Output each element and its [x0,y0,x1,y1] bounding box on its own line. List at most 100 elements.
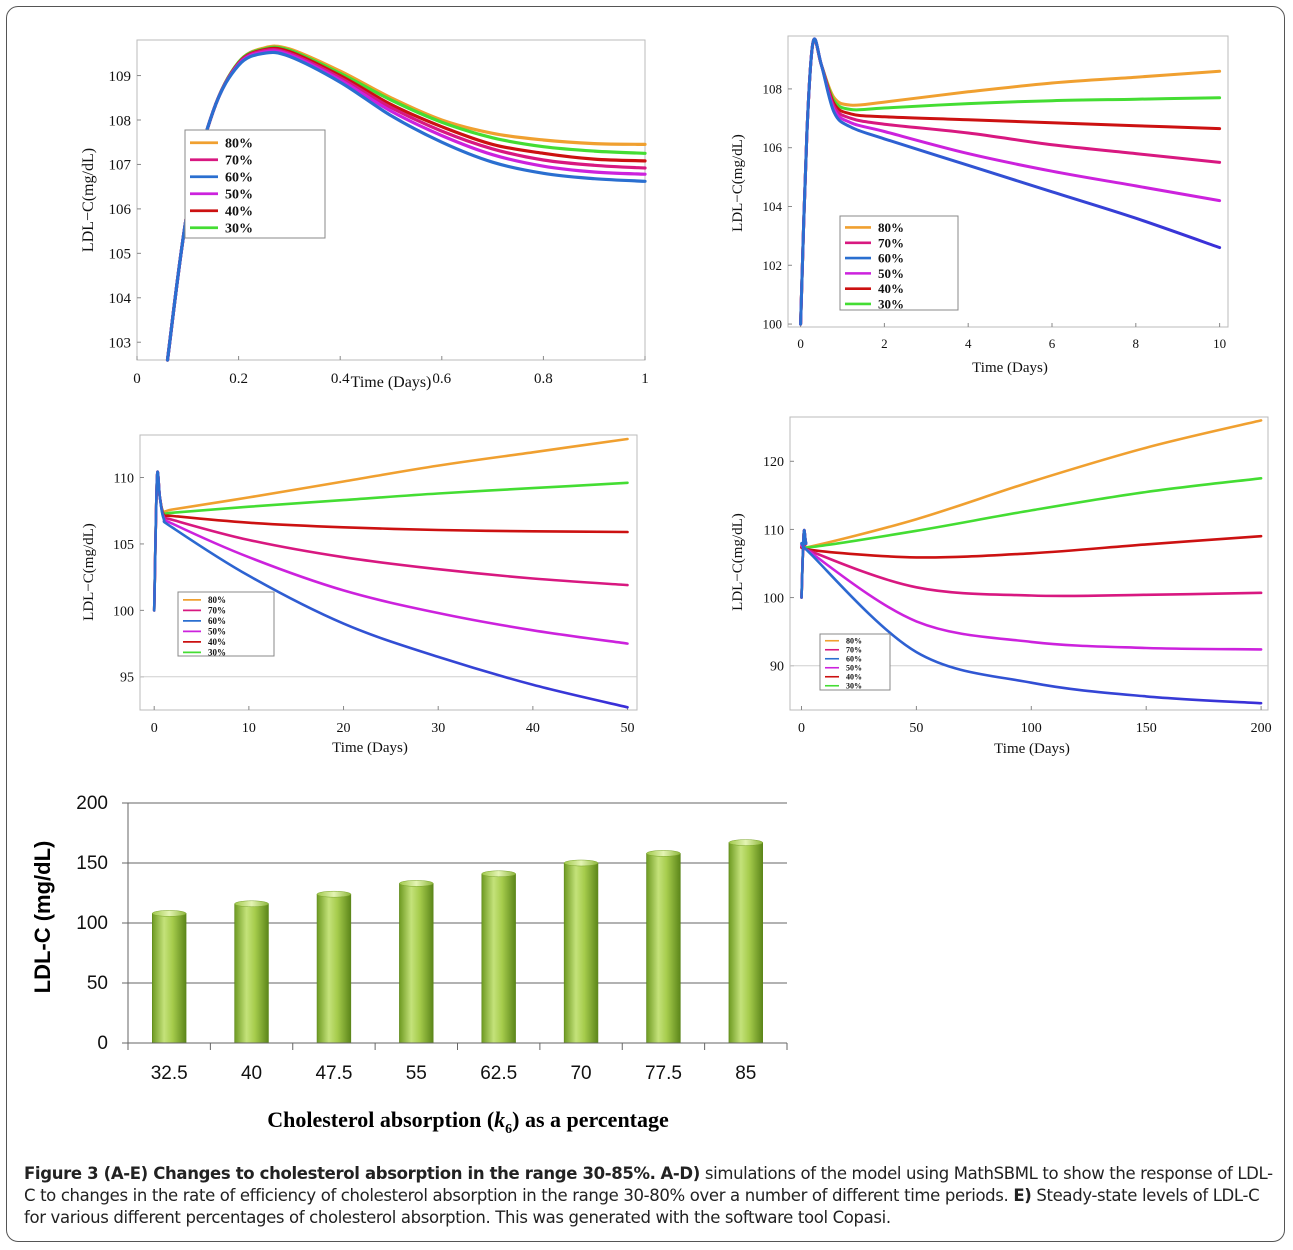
legend-label: 40% [225,205,253,220]
legend-label: 70% [208,606,226,616]
series-line-60pct [799,37,1222,326]
x-tick-label: 2 [881,336,888,351]
y-tick-label: 108 [109,113,132,129]
bar-cap [152,910,187,917]
legend-label: 30% [208,648,226,658]
y-axis-label: LDL−C(mg/dL) [80,148,97,252]
caption-text-ad: simulations of the model using MathSBML … [24,1164,1273,1205]
legend-label: 60% [878,251,904,266]
caption-text-e: Steady-state levels of LDL-C for various… [24,1186,1260,1227]
bar [316,893,352,1044]
x-axis: 0 2 4 6 8 10 [797,323,1226,351]
y-tick-label: 90 [770,660,784,675]
x-tick-label: 10 [242,721,256,736]
y-tick-label: 100 [763,317,783,332]
series-line-60pct [152,470,629,709]
y-tick-label: 109 [109,69,132,85]
panel-e-bar-chart: 0 50 100 150 200 32.5 40 47.5 55 62.5 70 77.5 85 LD… [30,793,788,1137]
legend-box [184,129,326,239]
caption-title: Figure 3 (A-E) Changes to cholesterol ab… [24,1164,656,1183]
y-tick-label: 108 [763,81,783,96]
legend-label: 30% [225,222,253,237]
y-tick-label: 0 [97,1033,108,1054]
series-lines [152,437,629,709]
x-axis: 0 0.2 0.4 0.6 0.8 1 [133,356,649,387]
x-tick-label: 20 [337,721,351,736]
y-tick-label: 106 [109,202,132,218]
x-tick-label: 62.5 [480,1063,517,1084]
y-axis: 0 50 100 150 200 [76,793,787,1054]
legend-label: 70% [846,646,862,655]
legend-label: 40% [878,281,904,296]
bar-cap [316,890,352,898]
legend-box [177,591,275,657]
y-axis-label: LDL−C(mg/dL) [81,523,97,621]
y-tick-label: 100 [76,913,108,934]
x-tick-label: 100 [1021,721,1042,736]
panel-d-chart: 0 50 100 150 200 90 100 110 120 80%70%60%50%40%… [730,416,1272,757]
bar [399,883,434,1044]
x-axis: 32.5 40 47.5 55 62.5 70 77.5 85 [127,1043,788,1084]
bar [481,873,516,1044]
x-tick-label: 0.8 [534,371,553,387]
legend-label: 50% [878,266,904,281]
legend-label: 30% [878,297,904,312]
x-tick-label: 50 [621,721,635,736]
y-tick-label: 107 [109,158,132,174]
x-axis: 0 50 100 150 200 [798,706,1272,736]
x-tick-label: 1 [641,371,649,387]
bar-cap [563,859,599,867]
legend-box [839,215,959,311]
panel-a-chart: 0 0.2 0.4 0.6 0.8 1 103 104 105 106 107 108 109 80%… [80,39,649,391]
y-tick-label: 110 [764,523,784,538]
x-tick-label: 40 [526,721,540,736]
caption-label-e: E) [1013,1186,1032,1205]
bar [234,903,269,1044]
bar-cap [728,839,763,846]
legend: 80%70%60%50%40%30% [177,591,275,658]
legend-label: 60% [208,616,226,626]
gridlines [128,802,787,984]
legend-label: 50% [846,664,862,673]
legend-label: 70% [878,235,904,250]
x-tick-label: 77.5 [645,1063,682,1084]
y-axis: 103 104 105 106 107 108 109 [109,69,141,351]
bar-cap [399,880,434,887]
plot-frame [139,434,638,711]
y-axis: 95 100 105 110 [113,471,637,686]
x-tick-label: 0 [797,336,804,351]
panel-b-chart: 0 2 4 6 8 10 100 102 104 106 108 80%70%60%50%40%3… [730,35,1229,376]
y-axis: 90 100 110 120 [763,455,1268,675]
panel-c-chart: 0 10 20 30 40 50 95 100 105 110 80%70%60%50%40%3… [81,434,638,756]
bar [152,913,187,1044]
x-axis-label: Time (Days) [332,740,408,756]
y-tick-label: 200 [76,793,108,814]
legend-label: 50% [225,188,253,203]
x-tick-label: 0.4 [331,371,350,387]
x-tick-label: 85 [735,1063,756,1084]
x-axis-label: Cholesterol absorption (k6) as a percent… [267,1107,669,1137]
x-axis-label: Time (Days) [972,360,1048,376]
x-tick-label: 50 [909,721,923,736]
legend-label: 80% [878,220,904,235]
legend: 80%70%60%50%40%30% [184,129,326,239]
x-tick-label: 200 [1251,721,1272,736]
x-tick-label: 32.5 [151,1063,188,1084]
bar-cap [234,900,269,908]
figure-caption: Figure 3 (A-E) Changes to cholesterol ab… [24,1163,1274,1229]
bar [563,862,599,1044]
x-tick-label: 47.5 [315,1063,352,1084]
x-tick-label: 55 [406,1063,427,1084]
bar-cap [646,850,681,857]
y-tick-label: 105 [113,538,134,553]
y-axis-label: LDL−C(mg/dL) [730,134,746,232]
x-tick-label: 0 [798,721,805,736]
x-tick-label: 0.6 [432,371,451,387]
y-tick-label: 102 [763,258,783,273]
x-tick-label: 30 [431,721,445,736]
bar [646,853,681,1044]
x-axis: 0 10 20 30 40 50 [151,706,635,736]
y-tick-label: 100 [113,604,134,619]
y-axis: 100 102 104 106 108 [763,81,792,332]
y-tick-label: 104 [763,199,783,214]
